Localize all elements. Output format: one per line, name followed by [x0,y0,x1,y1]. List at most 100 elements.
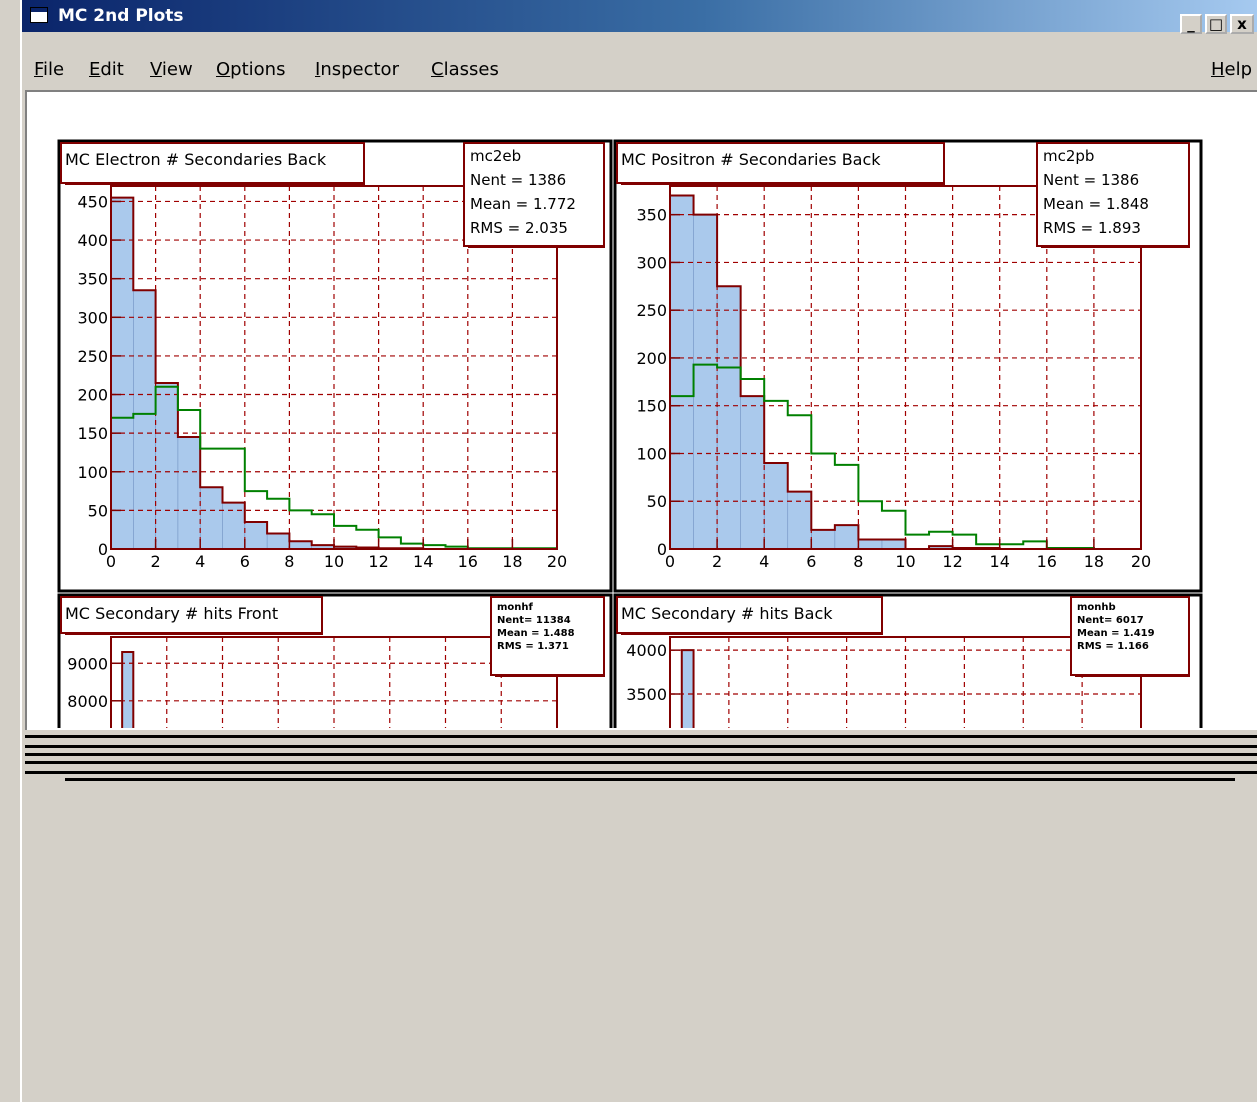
stats-rms: RMS = 2.035 [470,219,568,237]
overlay-series-line [111,385,557,550]
chart-1 [60,142,605,550]
stats-mean: Mean = 1.772 [470,195,576,213]
stats-entries: Nent= 6017 [1077,615,1144,626]
stats-rms: RMS = 1.893 [1043,219,1141,237]
y-tick-label: 8000 [67,692,108,711]
y-tick-label: 200 [77,386,108,405]
minimize-button[interactable]: _ [1180,14,1202,34]
chart-title: MC Secondary # hits Front [65,604,278,623]
divider-line [25,761,1257,764]
x-tick-label: 14 [990,552,1010,571]
menu-inspector[interactable]: Inspector [315,59,399,80]
histogram-fill [122,652,134,728]
x-tick-label: 16 [1037,552,1057,571]
y-tick-label: 0 [657,540,667,559]
histogram-fill [681,650,694,728]
y-tick-label: 3500 [626,685,667,704]
y-tick-label: 150 [77,424,108,443]
x-tick-label: 12 [368,552,388,571]
title-bar[interactable]: MC 2nd Plots _ □ x [22,0,1257,34]
x-tick-label: 18 [502,552,522,571]
title-box [60,142,365,184]
menu-view[interactable]: View [150,59,193,80]
y-tick-label: 450 [77,192,108,211]
y-tick-label: 200 [636,349,667,368]
pad-frame [57,593,613,728]
close-button[interactable]: x [1230,14,1254,34]
x-tick-label: 4 [195,552,205,571]
y-tick-label: 100 [636,444,667,463]
axes-frame [669,636,1142,728]
pad-frame [613,593,1203,728]
stats-box [1036,142,1190,247]
stats-mean: Mean = 1.419 [1077,628,1155,639]
menu-classes[interactable]: Classes [431,59,499,80]
chart-title: MC Positron # Secondaries Back [621,150,881,169]
menu-edit[interactable]: Edit [89,59,124,80]
y-tick-label: 250 [636,301,667,320]
stats-entries: Nent = 1386 [470,171,566,189]
x-tick-label: 16 [458,552,478,571]
status-area [25,730,1257,1102]
chart-4 [616,596,1190,728]
y-tick-label: 300 [77,308,108,327]
y-tick-label: 50 [88,501,108,520]
y-tick-label: 150 [636,397,667,416]
x-tick-label: 18 [1084,552,1104,571]
title-box [616,596,883,634]
x-tick-label: 8 [853,552,863,571]
divider-line [25,771,1257,774]
window-icon[interactable] [30,7,48,23]
stats-entries: Nent= 11384 [497,615,571,626]
divider-line [25,753,1257,756]
title-box [60,596,323,634]
stats-name: mc2pb [1043,147,1094,165]
y-tick-label: 0 [98,540,108,559]
y-tick-label: 250 [77,347,108,366]
x-tick-label: 10 [895,552,915,571]
stats-mean: Mean = 1.488 [497,628,575,639]
plots-svg: 0 2 4 6 8 10 12 14 16 18 2005010015020025030035040… [57,139,1203,728]
x-tick-label: 8 [284,552,294,571]
x-tick-label: 6 [240,552,250,571]
x-tick-label: 0 [106,552,116,571]
chart-3 [60,596,605,728]
stats-name: monhf [497,602,534,613]
y-tick-label: 9000 [67,654,108,673]
stats-rms: RMS = 1.166 [1077,641,1149,652]
stats-name: mc2eb [470,147,521,165]
divider-line [25,735,1257,738]
x-tick-label: 10 [324,552,344,571]
y-tick-label: 400 [77,231,108,250]
menu-help[interactable]: Help [1211,59,1253,80]
stats-box [490,596,605,676]
menu-options[interactable]: Options [216,59,286,80]
x-tick-label: 6 [806,552,816,571]
y-tick-label: 350 [636,206,667,225]
x-tick-label: 4 [759,552,769,571]
stats-mean: Mean = 1.848 [1043,195,1149,213]
y-tick-label: 50 [647,492,667,511]
chart-2 [616,142,1190,550]
x-tick-label: 20 [547,552,567,571]
maximize-button[interactable]: □ [1205,14,1227,34]
stats-entries: Nent = 1386 [1043,171,1139,189]
title-box [616,142,945,184]
window-title: MC 2nd Plots [58,6,184,26]
x-tick-label: 2 [712,552,722,571]
stats-rms: RMS = 1.371 [497,641,569,652]
chart-title: MC Secondary # hits Back [621,604,833,623]
menu-file[interactable]: File [34,59,65,80]
pad-frame [57,139,613,593]
menu-bar: File Edit View Options Inspector Classes… [22,55,1257,85]
x-tick-label: 0 [665,552,675,571]
x-tick-label: 20 [1131,552,1151,571]
plot-canvas[interactable]: 0 2 4 6 8 10 12 14 16 18 20 0 50 100 150 200 250 300 350 40… [25,90,1257,730]
pad-frame [613,139,1203,593]
stats-box [463,142,605,247]
chart-title: MC Electron # Secondaries Back [65,150,327,169]
stats-name: monhb [1077,602,1116,613]
divider-line [25,745,1257,748]
application-window: MC 2nd Plots _ □ x File Edit View Option… [20,0,1257,1102]
x-tick-label: 12 [942,552,962,571]
